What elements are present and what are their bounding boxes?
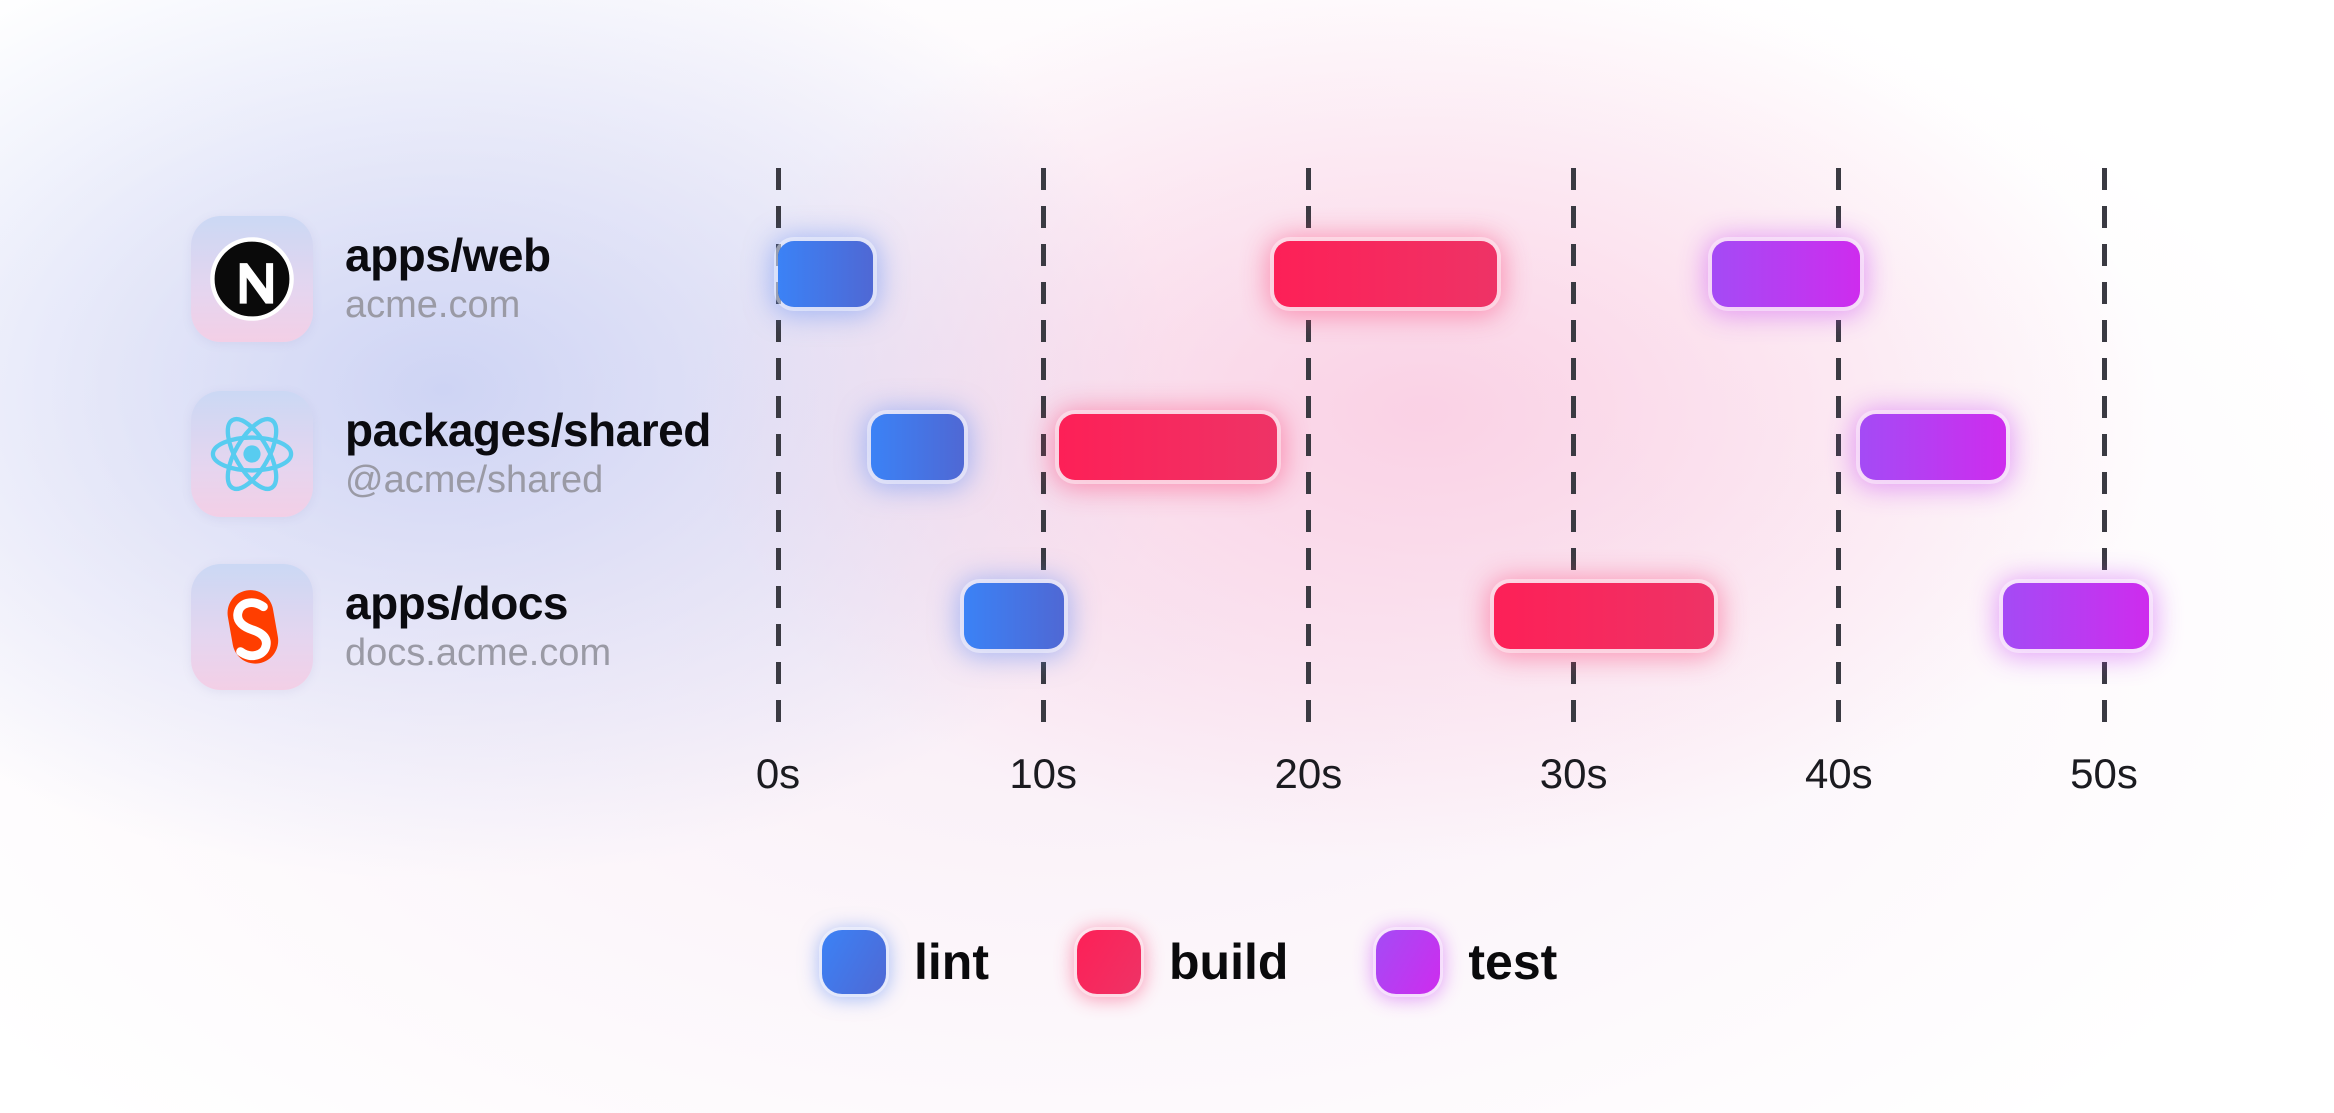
project-name: packages/shared (345, 403, 711, 456)
svelte-icon (191, 564, 313, 690)
project-row-apps-web: apps/web acme.com (191, 216, 551, 342)
project-row-packages-shared: packages/shared @acme/shared (191, 391, 711, 517)
nextjs-icon (191, 216, 313, 342)
axis-tick-label: 0s (755, 750, 801, 797)
project-name: apps/web (345, 228, 551, 281)
task-bar-lint-apps-docs (963, 583, 1065, 649)
project-row-apps-docs: apps/docs docs.acme.com (191, 564, 611, 690)
task-bar-test-apps-web (1711, 241, 1860, 307)
legend-swatch-lint (822, 930, 886, 994)
project-subtitle: @acme/shared (345, 459, 604, 502)
react-icon (191, 391, 313, 517)
axis-tick-label: 50s (2070, 750, 2138, 797)
gridline-0s (775, 168, 781, 736)
task-bar-build-apps-web (1273, 241, 1497, 307)
gridline-40s (1836, 168, 1842, 736)
legend-label: test (1468, 934, 1558, 990)
legend-item-lint: lint (822, 930, 989, 994)
legend-label: lint (914, 934, 989, 990)
project-subtitle: docs.acme.com (345, 632, 612, 675)
legend-swatch-test (1376, 930, 1441, 994)
task-bar-test-packages-shared (1860, 414, 2006, 480)
axis-tick-label: 10s (1009, 750, 1078, 797)
gridline-20s (1305, 168, 1311, 736)
axis-tick-label: 40s (1804, 750, 1873, 797)
axis-tick-label: 30s (1539, 750, 1608, 797)
axis-tick-label: 20s (1274, 750, 1343, 797)
task-bar-lint-apps-web (778, 241, 874, 307)
task-bar-test-apps-docs (2003, 583, 2150, 649)
legend-label: build (1168, 934, 1289, 990)
legend: lint build test (822, 930, 1645, 994)
task-bar-lint-packages-shared (870, 414, 964, 480)
gridline-50s (2101, 168, 2107, 736)
legend-swatch-build (1076, 930, 1141, 994)
project-name: apps/docs (345, 576, 569, 629)
gridline-10s (1040, 168, 1046, 736)
legend-item-test: test (1376, 930, 1557, 994)
project-subtitle: acme.com (345, 284, 521, 327)
gridline-30s (1571, 168, 1577, 736)
task-bar-build-apps-docs (1494, 583, 1715, 649)
legend-item-build: build (1076, 930, 1289, 994)
task-bar-build-packages-shared (1059, 414, 1277, 480)
